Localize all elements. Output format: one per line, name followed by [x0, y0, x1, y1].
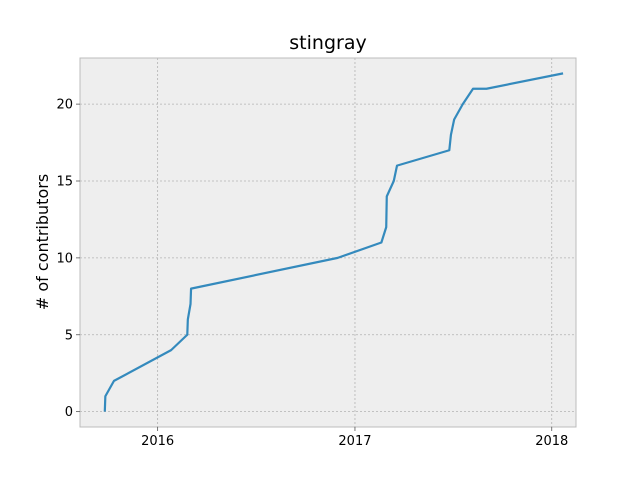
plot-frame: [79, 57, 577, 428]
x-tick-label: 2017: [338, 434, 371, 449]
y-tick-label: 20: [56, 98, 73, 113]
y-axis-label: # of contributors: [33, 174, 52, 310]
y-tick-label: 5: [65, 328, 73, 343]
y-tick-label: 15: [56, 175, 73, 190]
plot-background: [80, 58, 576, 427]
x-tick-label: 2018: [535, 434, 568, 449]
chart-title: stingray: [289, 32, 366, 54]
x-tick-label: 2016: [141, 434, 174, 449]
grid-lines: [80, 58, 576, 427]
contributors-line: [103, 72, 564, 412]
y-tick-label: 0: [65, 405, 73, 420]
series-layer: [103, 72, 564, 412]
y-tick-label: 10: [56, 251, 73, 266]
tick-labels: 2016 2017 2018 0 5 10 15 20: [56, 98, 568, 449]
